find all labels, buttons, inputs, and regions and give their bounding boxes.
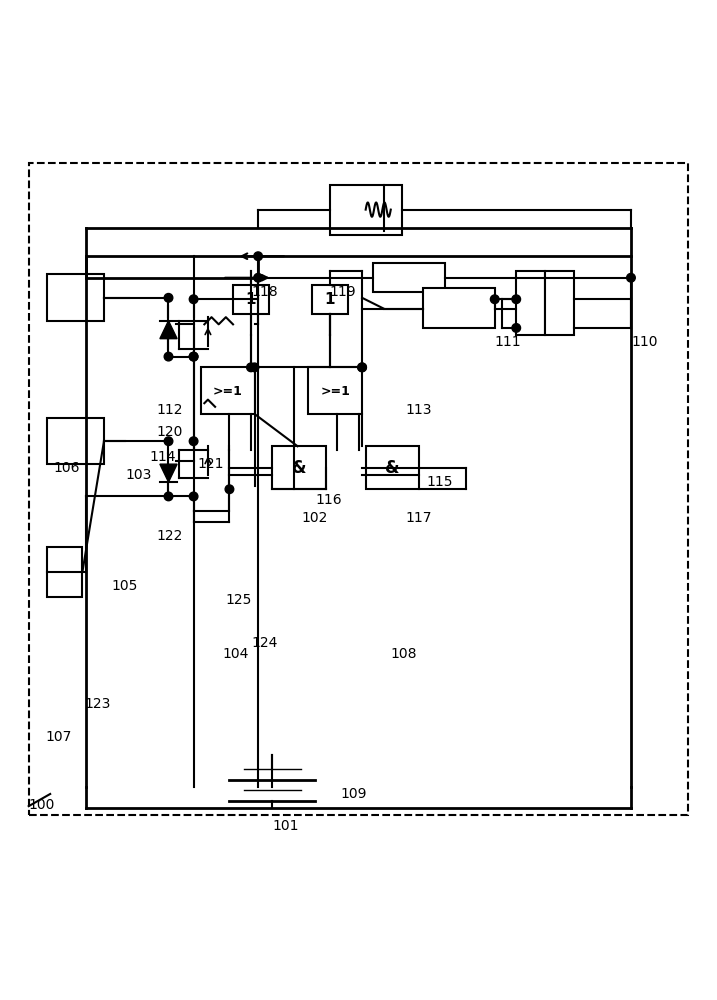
Text: 111: 111 xyxy=(495,335,521,349)
Circle shape xyxy=(164,294,173,302)
Text: 106: 106 xyxy=(54,461,80,475)
Circle shape xyxy=(189,352,198,361)
Bar xyxy=(423,288,495,328)
Circle shape xyxy=(358,363,366,372)
Text: 104: 104 xyxy=(222,647,249,661)
Text: 1: 1 xyxy=(246,292,256,307)
Text: 124: 124 xyxy=(251,636,277,650)
Text: &: & xyxy=(292,459,307,477)
Bar xyxy=(366,446,419,489)
Bar xyxy=(201,367,255,414)
Text: &: & xyxy=(385,459,400,477)
Text: 122: 122 xyxy=(156,529,183,543)
Bar xyxy=(47,274,104,321)
Bar xyxy=(330,185,402,235)
Text: 112: 112 xyxy=(156,403,183,417)
Circle shape xyxy=(254,273,262,282)
Circle shape xyxy=(164,492,173,501)
Circle shape xyxy=(250,363,259,372)
Text: 116: 116 xyxy=(315,493,342,507)
Text: 118: 118 xyxy=(251,285,277,299)
Text: 110: 110 xyxy=(631,335,657,349)
Text: 114: 114 xyxy=(149,450,176,464)
Text: >=1: >=1 xyxy=(213,385,242,398)
Circle shape xyxy=(225,485,234,494)
Text: 102: 102 xyxy=(301,511,328,525)
Circle shape xyxy=(490,295,499,304)
Bar xyxy=(47,418,104,464)
Text: 121: 121 xyxy=(197,457,224,471)
Text: 113: 113 xyxy=(405,403,432,417)
Text: 125: 125 xyxy=(226,593,252,607)
Circle shape xyxy=(164,352,173,361)
Text: 120: 120 xyxy=(156,425,183,439)
Polygon shape xyxy=(160,321,177,339)
Text: 101: 101 xyxy=(272,819,299,833)
Bar xyxy=(272,446,326,489)
Circle shape xyxy=(627,273,635,282)
Bar xyxy=(545,271,574,335)
Bar xyxy=(233,285,269,314)
Text: 109: 109 xyxy=(341,787,367,801)
Bar xyxy=(516,271,545,335)
Circle shape xyxy=(189,295,198,304)
Text: >=1: >=1 xyxy=(320,385,350,398)
Text: 108: 108 xyxy=(391,647,417,661)
Text: 1: 1 xyxy=(325,292,335,307)
Bar xyxy=(47,547,82,597)
Text: 103: 103 xyxy=(125,468,152,482)
Bar xyxy=(373,263,445,292)
Text: 119: 119 xyxy=(330,285,356,299)
Text: 105: 105 xyxy=(111,579,138,593)
Circle shape xyxy=(254,252,262,261)
Text: 107: 107 xyxy=(45,730,72,744)
Circle shape xyxy=(247,363,255,372)
Circle shape xyxy=(358,363,366,372)
Polygon shape xyxy=(160,464,177,482)
Bar xyxy=(308,367,362,414)
Text: 117: 117 xyxy=(405,511,432,525)
Circle shape xyxy=(189,437,198,446)
Circle shape xyxy=(512,324,521,332)
Circle shape xyxy=(189,492,198,501)
Circle shape xyxy=(189,352,198,361)
Circle shape xyxy=(164,437,173,446)
Bar xyxy=(312,285,348,314)
Text: 100: 100 xyxy=(29,798,55,812)
Text: 115: 115 xyxy=(427,475,453,489)
Text: 123: 123 xyxy=(85,697,111,711)
Circle shape xyxy=(512,295,521,304)
